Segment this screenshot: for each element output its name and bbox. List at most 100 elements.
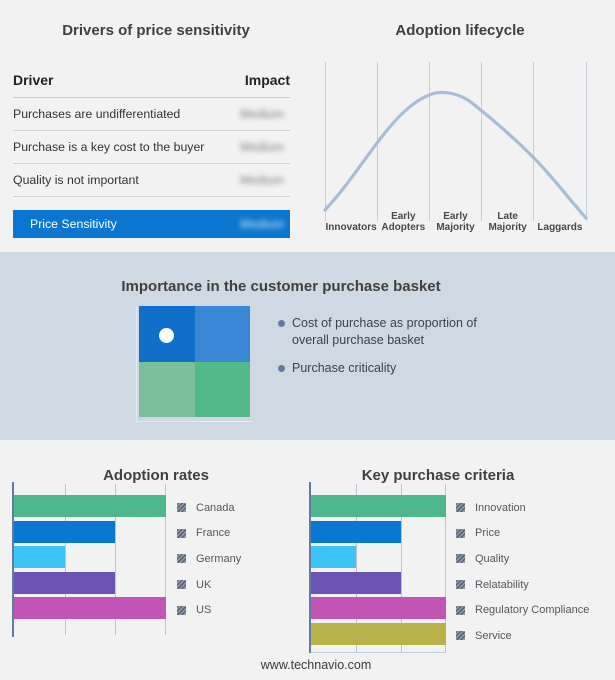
gridline [445, 484, 446, 653]
legend-label: Price [475, 527, 501, 540]
legend-swatch-icon [456, 580, 465, 590]
legend-item-service: Service [456, 623, 589, 649]
legend-swatch-icon [177, 503, 186, 513]
legend-label: Regulatory Compliance [475, 604, 590, 617]
gridline [115, 484, 117, 635]
bell-curve [323, 90, 588, 220]
adoption-lifecycle-chart [323, 62, 588, 221]
bar-row-france [14, 520, 166, 547]
quadrant-bottom-right [194, 361, 250, 417]
legend-swatch-icon [177, 554, 186, 564]
gridline [165, 484, 166, 635]
legend-item-germany: Germany [177, 546, 241, 572]
impact-value-blurred: Medium [240, 140, 284, 154]
legend-swatch-icon [177, 528, 186, 538]
stage-label-early-majority: Early Majority [436, 210, 475, 233]
impact-value-blurred: Medium [240, 173, 284, 187]
legend-item-regulatory-compliance: Regulatory Compliance [456, 597, 589, 623]
lifecycle-stage-labels: Innovators Early Adopters Early Majority… [325, 202, 586, 233]
bar-regulatory-compliance [311, 597, 446, 620]
y-axis-line [309, 482, 311, 653]
driver-label: Purchase is a key cost to the buyer [13, 140, 205, 154]
bar-row-price [311, 520, 446, 547]
legend-swatch-icon [456, 503, 465, 513]
bar-row-quality [311, 546, 446, 572]
basket-title: Importance in the customer purchase bask… [121, 278, 441, 296]
driver-label: Price Sensitivity [30, 217, 117, 231]
column-driver: Driver [13, 72, 54, 88]
bar-innovation [311, 495, 446, 517]
drivers-table-header: Driver Impact [13, 72, 290, 98]
bar-price [311, 520, 401, 543]
bars-container [311, 495, 446, 649]
impact-value-blurred: Medium [240, 217, 284, 231]
legend-swatch-icon [456, 528, 465, 538]
list-item: Purchase criticality [278, 360, 483, 377]
bar-row-regulatory-compliance [311, 597, 446, 623]
bars-container [14, 495, 166, 623]
chart-legend: Canada France Germany UK US [177, 495, 241, 623]
legend-item-price: Price [456, 521, 589, 547]
legend-item-us: US [177, 597, 241, 623]
bar-us [14, 597, 166, 620]
bar-row-canada [14, 495, 166, 521]
legend-swatch-icon [456, 605, 465, 615]
bar-row-germany [14, 546, 166, 572]
price-sensitivity-highlight-row: Price Sensitivity Medium [13, 210, 290, 238]
plot-area [311, 484, 446, 653]
bar-service [311, 622, 446, 645]
gridline [64, 484, 66, 635]
driver-label: Quality is not important [13, 173, 139, 187]
column-impact: Impact [244, 72, 290, 88]
x-axis-line [311, 652, 446, 653]
legend-item-france: France [177, 521, 241, 547]
driver-label: Purchases are undifferentiated [13, 107, 181, 121]
drivers-title: Drivers of price sensitivity [62, 22, 250, 40]
purchase-basket-quadrant [139, 306, 250, 417]
legend-swatch-icon [456, 554, 465, 564]
stage-label-late-majority: Late Majority [488, 210, 527, 233]
legend-label: Service [475, 629, 512, 642]
table-row: Purchase is a key cost to the buyer Medi… [13, 131, 290, 164]
legend-item-canada: Canada [177, 495, 241, 521]
stage-label-laggards: Laggards [537, 221, 583, 233]
bar-uk [14, 571, 116, 594]
lifecycle-gridlines [325, 62, 587, 221]
legend-item-relatability: Relatability [456, 572, 589, 598]
adoption-rates-title: Adoption rates [103, 467, 209, 485]
bar-france [14, 520, 116, 543]
bullet-text: Cost of purchase as proportion of overal… [292, 316, 477, 347]
legend-label: US [196, 604, 212, 617]
bullet-icon [278, 365, 285, 372]
basket-band [0, 252, 615, 440]
y-axis-line [12, 482, 14, 637]
bar-row-us [14, 597, 166, 623]
bullet-text: Purchase criticality [292, 361, 397, 375]
bar-row-innovation [311, 495, 446, 521]
gridline [401, 484, 402, 653]
bar-relatability [311, 571, 401, 594]
bar-row-uk [14, 571, 166, 598]
bar-row-relatability [311, 571, 446, 598]
legend-item-innovation: Innovation [456, 495, 589, 521]
legend-label: Relatability [475, 578, 529, 591]
basket-bullet-list: Cost of purchase as proportion of overal… [278, 315, 483, 389]
legend-item-uk: UK [177, 572, 241, 598]
plot-area [14, 484, 166, 635]
quadrant-axis-left [136, 306, 137, 422]
bar-germany [14, 546, 65, 569]
bar-quality [311, 546, 356, 569]
key-purchase-criteria-title: Key purchase criteria [361, 467, 515, 485]
legend-label: France [196, 527, 231, 540]
legend-swatch-icon [177, 580, 186, 590]
legend-swatch-icon [177, 605, 186, 615]
quadrant-axis-bottom [136, 421, 253, 422]
bar-canada [14, 495, 166, 517]
legend-label: Canada [196, 501, 235, 514]
bar-row-service [311, 622, 446, 649]
list-item: Cost of purchase as proportion of overal… [278, 315, 483, 348]
bullet-icon [278, 320, 285, 327]
table-row: Quality is not important Medium [13, 164, 290, 197]
legend-label: Innovation [475, 501, 526, 514]
